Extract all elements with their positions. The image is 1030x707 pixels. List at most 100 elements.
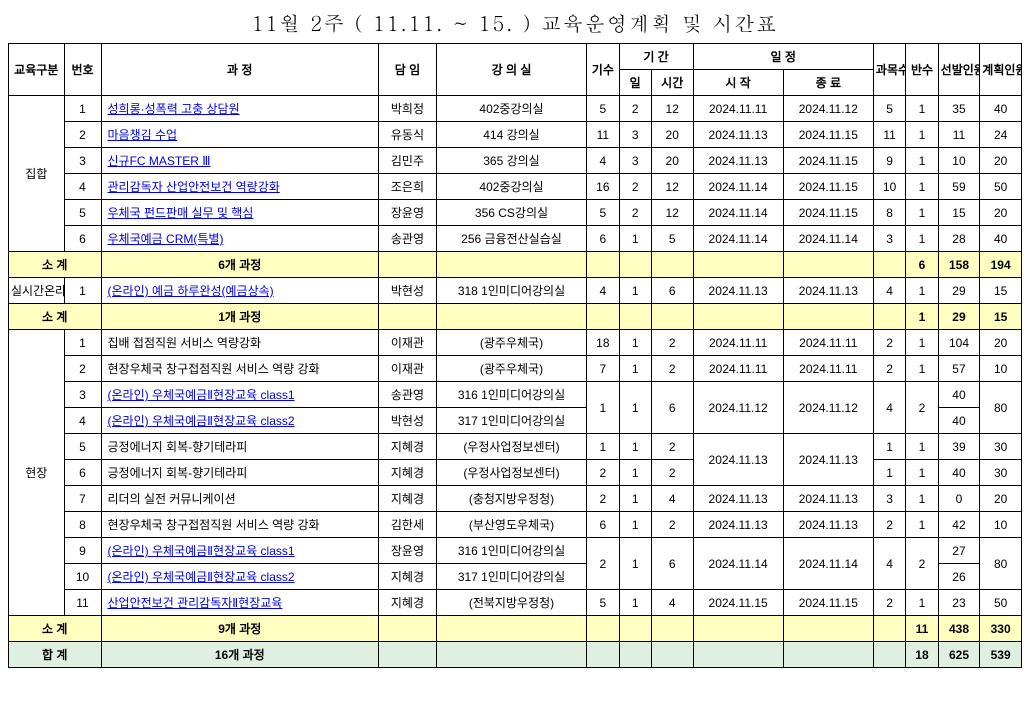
cell: 2024.11.14 [693, 174, 783, 200]
cell: 2 [873, 356, 905, 382]
course-link[interactable]: 산업안전보건 관리감독자Ⅱ현장교육 [108, 596, 283, 610]
hdr-classes: 반수 [906, 44, 938, 96]
hdr-schedule: 일 정 [693, 44, 873, 70]
cell: 20 [651, 122, 693, 148]
cell: 1 [873, 460, 905, 486]
course-link[interactable]: (온라인) 우체국예금Ⅱ현장교육 class2 [108, 414, 295, 428]
cell [651, 616, 693, 642]
course-cell: (온라인) 우체국예금Ⅱ현장교육 class2 [101, 564, 379, 590]
cell: 1 [906, 460, 938, 486]
course-link[interactable]: (온라인) 우체국예금Ⅱ현장교육 class1 [108, 388, 295, 402]
cell: 625 [938, 642, 980, 668]
course-link[interactable]: 우체국 펀드판매 실무 및 핵심 [108, 206, 254, 220]
subtotal-label: 소 계 [9, 616, 102, 642]
cell: 2024.11.13 [693, 434, 783, 486]
cell [436, 252, 586, 278]
cell: 1 [906, 200, 938, 226]
cell: 0 [938, 486, 980, 512]
course-cell: 관리감독자 산업안전보건 역량강화 [101, 174, 379, 200]
page-title: 11월 2주 ( 11.11. ~ 15. ) 교육운영계획 및 시간표 [8, 8, 1022, 37]
cell: 1 [906, 122, 938, 148]
cell: 2024.11.12 [693, 382, 783, 434]
no-cell: 3 [64, 148, 101, 174]
table-row: 2현장우체국 창구접점직원 서비스 역량 강화이재관(광주우체국)7122024… [9, 356, 1022, 382]
cell: 10 [980, 356, 1022, 382]
cell: 12 [651, 174, 693, 200]
course-link[interactable]: (온라인) 우체국예금Ⅱ현장교육 class1 [108, 544, 295, 558]
cell: 1 [906, 434, 938, 460]
course-cell: 성희롱·성폭력 고충 상담원 [101, 96, 379, 122]
room-cell: (우정사업정보센터) [436, 460, 586, 486]
cell: 11 [587, 122, 619, 148]
cell: 11 [906, 616, 938, 642]
course-link[interactable]: 성희롱·성폭력 고충 상담원 [108, 102, 240, 116]
table-row: 집합1성희롱·성폭력 고충 상담원박희정402중강의실52122024.11.1… [9, 96, 1022, 122]
cell [693, 642, 783, 668]
cell: 2 [873, 512, 905, 538]
hdr-no: 번호 [64, 44, 101, 96]
manager-cell: 장윤영 [379, 538, 437, 564]
course-link[interactable]: (온라인) 우체국예금Ⅱ현장교육 class2 [108, 570, 295, 584]
cell: 50 [980, 174, 1022, 200]
course-link[interactable]: 관리감독자 산업안전보건 역량강화 [108, 180, 280, 194]
course-link[interactable]: 우체국예금 CRM(특별) [108, 232, 224, 246]
course-cell: (온라인) 우체국예금Ⅱ현장교육 class1 [101, 538, 379, 564]
cell: 20 [980, 148, 1022, 174]
no-cell: 7 [64, 486, 101, 512]
cell: 15 [938, 200, 980, 226]
cell: 2024.11.15 [783, 174, 873, 200]
cell: 2024.11.12 [783, 382, 873, 434]
room-cell: 402중강의실 [436, 174, 586, 200]
cell [436, 642, 586, 668]
cell: 1 [906, 356, 938, 382]
manager-cell: 송관영 [379, 382, 437, 408]
cell: 3 [619, 122, 651, 148]
cell: 4 [587, 148, 619, 174]
category-cell: 실시간온라인 [9, 278, 65, 304]
cell: 2024.11.11 [783, 356, 873, 382]
cell: 11 [938, 122, 980, 148]
cell: 20 [980, 200, 1022, 226]
course-cell: 긍정에너지 회복-향기테라피 [101, 460, 379, 486]
cell: 30 [980, 460, 1022, 486]
grandtotal-label: 합 계 [9, 642, 102, 668]
cell: 30 [980, 434, 1022, 460]
cell [619, 642, 651, 668]
cell: 2024.11.14 [693, 226, 783, 252]
course-cell: 산업안전보건 관리감독자Ⅱ현장교육 [101, 590, 379, 616]
cell [873, 642, 905, 668]
cell: 20 [980, 486, 1022, 512]
subtotal-courses: 1개 과정 [101, 304, 379, 330]
table-body: 집합1성희롱·성폭력 고충 상담원박희정402중강의실52122024.11.1… [9, 96, 1022, 668]
table-row: 5긍정에너지 회복-향기테라피지혜경(우정사업정보센터)1122024.11.1… [9, 434, 1022, 460]
cell: 2024.11.14 [783, 538, 873, 590]
manager-cell: 이재관 [379, 330, 437, 356]
cell [783, 642, 873, 668]
table-row: 7리더의 실전 커뮤니케이션지혜경(충청지방우정청)2142024.11.132… [9, 486, 1022, 512]
cell: 3 [873, 226, 905, 252]
subtotal-courses: 9개 과정 [101, 616, 379, 642]
course-link[interactable]: 마음챙김 수업 [108, 128, 178, 142]
no-cell: 1 [64, 278, 101, 304]
course-link[interactable]: 신규FC MASTER Ⅲ [108, 154, 211, 168]
cell [587, 304, 619, 330]
course-cell: 우체국예금 CRM(특별) [101, 226, 379, 252]
no-cell: 10 [64, 564, 101, 590]
cell [619, 252, 651, 278]
cell: 57 [938, 356, 980, 382]
cell: 1 [619, 226, 651, 252]
room-cell: 402중강의실 [436, 96, 586, 122]
cell: 1 [619, 434, 651, 460]
cell: 1 [619, 512, 651, 538]
table-row: 현장1집배 접점직원 서비스 역량강화이재관(광주우체국)18122024.11… [9, 330, 1022, 356]
cell: 40 [980, 96, 1022, 122]
cell: 2 [619, 174, 651, 200]
cell: 2 [906, 538, 938, 590]
room-cell: (광주우체국) [436, 356, 586, 382]
cell: 158 [938, 252, 980, 278]
cell: 1 [619, 356, 651, 382]
no-cell: 11 [64, 590, 101, 616]
course-link[interactable]: (온라인) 예금 하루완성(예금상속) [108, 284, 274, 298]
manager-cell: 송관영 [379, 226, 437, 252]
cell [619, 304, 651, 330]
